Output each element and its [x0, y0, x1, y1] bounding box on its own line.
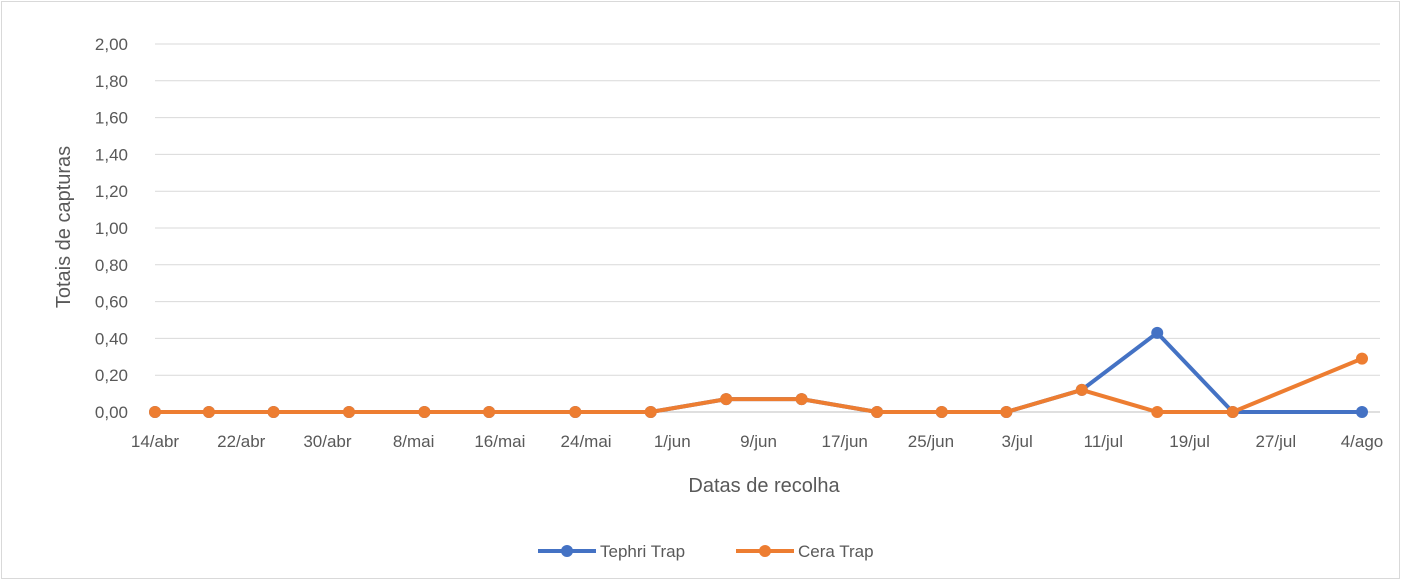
x-tick-label: 3/jul — [1002, 432, 1033, 451]
y-tick-label: 0,20 — [95, 366, 128, 385]
x-tick-labels: 14/abr 22/abr 30/abr 8/mai 16/mai 24/mai 1/jun… — [131, 432, 1383, 451]
data-point — [342, 406, 355, 418]
series-cera-trap — [149, 352, 1368, 418]
legend: Tephri Trap Cera Trap — [538, 542, 874, 561]
data-point — [1226, 406, 1239, 418]
y-tick-label: 0,40 — [95, 329, 128, 348]
x-tick-label: 25/jun — [908, 432, 954, 451]
x-tick-label: 17/jun — [822, 432, 868, 451]
x-tick-label: 4/ago — [1341, 432, 1384, 451]
data-point — [149, 406, 161, 418]
x-axis-title: Datas de recolha — [688, 475, 840, 497]
data-point — [569, 406, 582, 418]
y-tick-label: 2,00 — [95, 35, 128, 54]
legend-label: Tephri Trap — [600, 542, 685, 561]
series-tephri-trap — [149, 326, 1368, 418]
data-point — [935, 406, 948, 418]
series-line — [153, 356, 1364, 414]
y-tick-label: 0,80 — [95, 256, 128, 275]
x-tick-label: 27/jul — [1255, 432, 1296, 451]
legend-item: Cera Trap — [736, 542, 874, 561]
data-point — [1151, 406, 1164, 418]
data-point — [1000, 406, 1013, 418]
y-tick-label: 1,60 — [95, 109, 128, 128]
y-tick-label: 0,60 — [95, 293, 128, 312]
y-tick-label: 1,00 — [95, 219, 128, 238]
y-axis-title: Totais de capturas — [53, 146, 75, 308]
legend-swatch-marker — [561, 545, 573, 557]
data-point — [871, 406, 884, 418]
data-point — [1075, 383, 1088, 396]
legend-swatch-marker — [759, 545, 771, 557]
data-point — [1151, 326, 1164, 339]
data-point — [1356, 406, 1368, 418]
x-tick-label: 22/abr — [217, 432, 266, 451]
data-point — [644, 406, 657, 418]
data-point — [1356, 352, 1368, 365]
x-tick-label: 19/jul — [1169, 432, 1210, 451]
data-point — [202, 406, 215, 418]
data-point — [483, 406, 496, 418]
y-tick-label: 1,80 — [95, 72, 128, 91]
data-point — [795, 393, 808, 406]
gridlines — [155, 43, 1380, 413]
legend-item: Tephri Trap — [538, 542, 685, 561]
legend-label: Cera Trap — [798, 542, 874, 561]
x-tick-label: 9/jun — [740, 432, 777, 451]
x-tick-label: 14/abr — [131, 432, 180, 451]
y-tick-label: 1,40 — [95, 145, 128, 164]
x-tick-label: 24/mai — [561, 432, 612, 451]
y-tick-label: 1,20 — [95, 182, 128, 201]
x-tick-label: 1/jun — [654, 432, 691, 451]
x-tick-label: 11/jul — [1084, 432, 1123, 451]
x-tick-label: 8/mai — [393, 432, 435, 451]
x-tick-label: 16/mai — [474, 432, 525, 451]
series-layer — [149, 326, 1368, 418]
y-tick-label: 0,00 — [95, 403, 128, 422]
data-point — [418, 406, 431, 418]
data-point — [720, 393, 733, 406]
y-tick-labels: 0,00 0,20 0,40 0,60 0,80 1,00 1,20 1,40 1,60 1,80… — [95, 35, 128, 422]
data-point — [267, 406, 280, 418]
x-tick-label: 30/abr — [303, 432, 352, 451]
